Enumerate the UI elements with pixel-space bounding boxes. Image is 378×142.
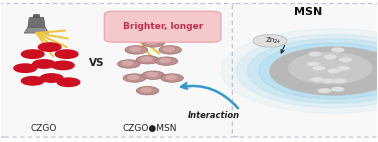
Circle shape <box>136 86 159 95</box>
Circle shape <box>51 61 74 70</box>
Circle shape <box>130 47 140 51</box>
Circle shape <box>247 39 378 103</box>
FancyArrowPatch shape <box>181 83 238 108</box>
Text: Brighter, longer: Brighter, longer <box>122 22 203 31</box>
Circle shape <box>324 54 337 59</box>
Polygon shape <box>24 27 49 33</box>
Circle shape <box>236 35 378 107</box>
Circle shape <box>141 88 152 92</box>
Text: Interaction: Interaction <box>187 111 240 121</box>
Circle shape <box>136 56 159 64</box>
Polygon shape <box>28 18 45 27</box>
Text: CZGO: CZGO <box>31 124 57 133</box>
Polygon shape <box>126 18 143 27</box>
Circle shape <box>259 43 378 99</box>
Circle shape <box>33 60 55 68</box>
Circle shape <box>310 77 324 82</box>
FancyBboxPatch shape <box>104 11 221 42</box>
Circle shape <box>147 73 157 77</box>
Text: CZGO●MSN: CZGO●MSN <box>122 124 177 133</box>
Circle shape <box>123 74 146 82</box>
Text: VS: VS <box>89 58 104 68</box>
Text: MSN: MSN <box>293 7 322 17</box>
Circle shape <box>40 74 63 82</box>
Circle shape <box>141 57 152 61</box>
Text: Zn: Zn <box>265 37 275 43</box>
Circle shape <box>307 61 320 66</box>
Circle shape <box>337 66 350 71</box>
Circle shape <box>14 64 36 72</box>
Circle shape <box>308 52 322 57</box>
Circle shape <box>221 29 378 113</box>
Circle shape <box>312 66 326 71</box>
Circle shape <box>142 39 164 47</box>
Circle shape <box>22 77 44 85</box>
Circle shape <box>327 68 341 74</box>
FancyBboxPatch shape <box>232 4 378 137</box>
Circle shape <box>289 53 372 84</box>
Circle shape <box>166 75 176 79</box>
Circle shape <box>142 71 164 79</box>
Circle shape <box>331 87 344 92</box>
Circle shape <box>159 46 181 54</box>
Text: 2+: 2+ <box>273 39 280 44</box>
Circle shape <box>164 47 174 51</box>
Circle shape <box>147 40 157 44</box>
Circle shape <box>318 88 332 93</box>
Circle shape <box>57 78 80 86</box>
Circle shape <box>160 59 170 62</box>
Circle shape <box>122 61 133 65</box>
Polygon shape <box>131 14 138 18</box>
Polygon shape <box>122 27 147 33</box>
Circle shape <box>253 35 287 47</box>
Circle shape <box>118 60 140 68</box>
Circle shape <box>155 57 178 65</box>
Circle shape <box>22 50 44 58</box>
Circle shape <box>333 78 346 83</box>
Circle shape <box>125 46 147 54</box>
Circle shape <box>55 50 78 58</box>
Circle shape <box>322 78 335 83</box>
Circle shape <box>339 57 352 62</box>
Circle shape <box>331 47 344 52</box>
Circle shape <box>161 74 183 82</box>
Circle shape <box>128 75 138 79</box>
Polygon shape <box>33 14 40 18</box>
FancyBboxPatch shape <box>0 4 238 137</box>
Circle shape <box>38 43 61 51</box>
Circle shape <box>270 47 378 95</box>
